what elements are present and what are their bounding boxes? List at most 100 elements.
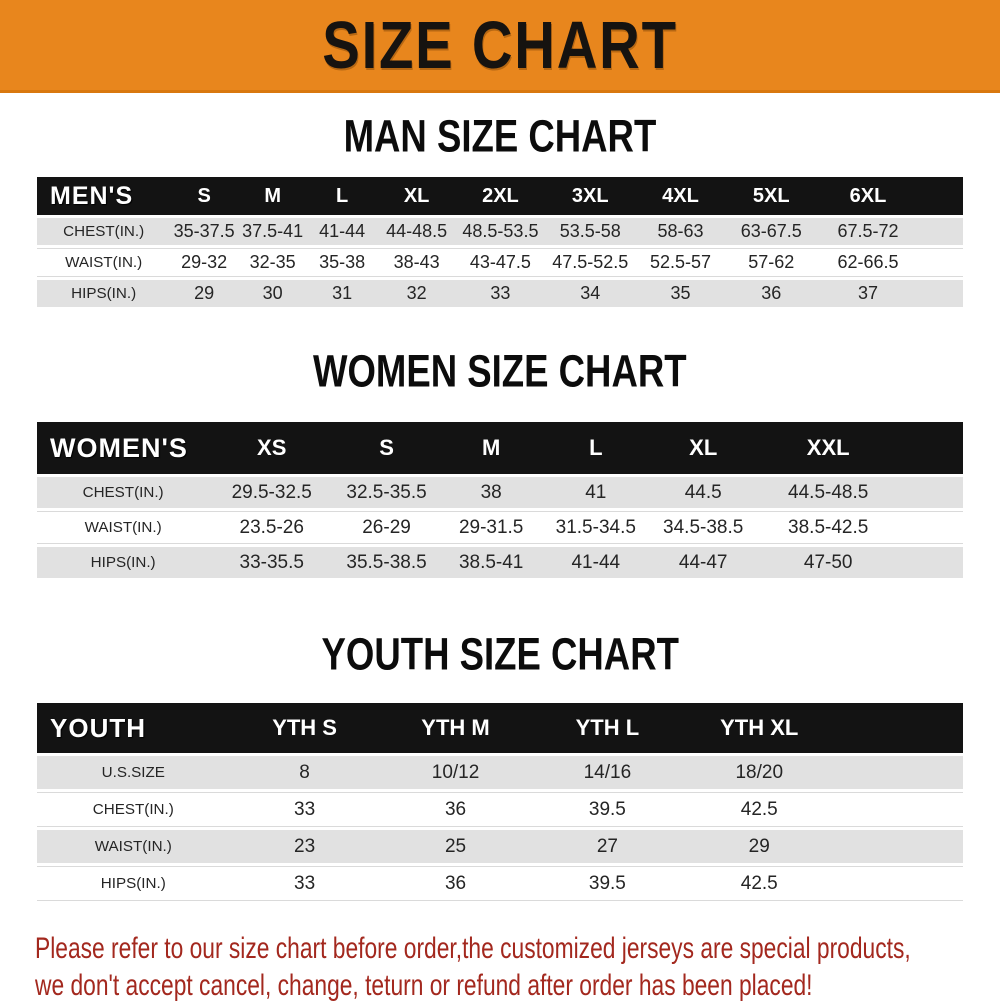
size-header-cell: L xyxy=(543,422,649,474)
size-header-cell: M xyxy=(237,177,308,215)
women-size-section: WOMEN SIZE CHART WOMEN'S XS S M L XL XXL CHEST(… xyxy=(37,346,963,581)
size-header-row: MEN'S S M L XL 2XL 3XL 4XL 5XL 6XL xyxy=(37,177,963,215)
table-row: WAIST(IN.) 23 25 27 29 xyxy=(37,830,963,863)
size-header-row: YOUTH YTH S YTH M YTH L YTH XL xyxy=(37,703,963,753)
value-cell: 33 xyxy=(456,280,545,307)
value-cell: 36 xyxy=(379,866,532,901)
value-cell: 10/12 xyxy=(379,756,532,789)
value-cell: 58-63 xyxy=(636,218,725,245)
table-row: HIPS(IN.) 33 36 39.5 42.5 xyxy=(37,866,963,901)
size-header-cell: 2XL xyxy=(456,177,545,215)
value-cell: 27 xyxy=(531,830,684,863)
row-label-cell: U.S.SIZE xyxy=(37,756,230,789)
value-cell: 34.5-38.5 xyxy=(648,511,759,544)
value-cell: 8 xyxy=(229,756,380,789)
youth-size-section: YOUTH SIZE CHART YOUTH YTH S YTH M YTH L YTH… xyxy=(37,629,963,904)
youth-size-title-text: YOUTH SIZE CHART xyxy=(321,629,679,681)
row-spacer-cell xyxy=(898,477,963,508)
row-label-cell: HIPS(IN.) xyxy=(37,866,230,901)
size-header-cell: L xyxy=(307,177,377,215)
value-cell: 29-31.5 xyxy=(438,511,544,544)
value-cell: 62-66.5 xyxy=(817,248,919,277)
row-spacer-cell xyxy=(835,792,963,827)
value-cell: 18/20 xyxy=(683,756,836,789)
table-row: CHEST(IN.) 29.5-32.5 32.5-35.5 38 41 44.5 44.5… xyxy=(37,477,963,508)
value-cell: 29 xyxy=(170,280,238,307)
size-header-cell: XS xyxy=(209,422,335,474)
value-cell: 32 xyxy=(376,280,457,307)
table-row: CHEST(IN.) 35-37.5 37.5-41 41-44 44-48.5 48.5… xyxy=(37,218,963,245)
value-cell: 48.5-53.5 xyxy=(456,218,545,245)
value-cell: 38.5-42.5 xyxy=(758,511,899,544)
size-header-cell: 5XL xyxy=(724,177,818,215)
value-cell: 31 xyxy=(307,280,377,307)
value-cell: 53.5-58 xyxy=(544,218,637,245)
value-cell: 33-35.5 xyxy=(209,547,335,578)
row-spacer-cell xyxy=(835,830,963,863)
value-cell: 42.5 xyxy=(683,866,836,901)
row-label-cell: HIPS(IN.) xyxy=(37,547,210,578)
header-spacer-cell xyxy=(898,422,963,474)
size-charts: MAN SIZE CHART MEN'S S M L XL 2XL 3XL 4XL 5XL 6XL… xyxy=(0,111,1000,904)
value-cell: 29 xyxy=(683,830,836,863)
value-cell: 52.5-57 xyxy=(636,248,725,277)
man-size-title: MAN SIZE CHART xyxy=(37,111,963,163)
table-row: WAIST(IN.) 29-32 32-35 35-38 38-43 43-47.5 47.… xyxy=(37,248,963,277)
size-header-cell: XL xyxy=(376,177,457,215)
man-size-title-text: MAN SIZE CHART xyxy=(343,111,657,163)
value-cell: 29-32 xyxy=(170,248,238,277)
value-cell: 36 xyxy=(379,792,532,827)
value-cell: 38.5-41 xyxy=(438,547,544,578)
value-cell: 32.5-35.5 xyxy=(334,477,439,508)
row-spacer-cell xyxy=(918,280,963,307)
header-spacer-cell xyxy=(835,703,963,753)
row-spacer-cell xyxy=(918,248,963,277)
size-group-label: MEN'S xyxy=(37,177,171,215)
value-cell: 14/16 xyxy=(531,756,684,789)
value-cell: 42.5 xyxy=(683,792,836,827)
value-cell: 44.5 xyxy=(648,477,759,508)
size-header-cell: XL xyxy=(648,422,759,474)
row-label-cell: WAIST(IN.) xyxy=(37,511,210,544)
value-cell: 30 xyxy=(237,280,308,307)
header-spacer-cell xyxy=(918,177,963,215)
value-cell: 38-43 xyxy=(376,248,457,277)
table-row: HIPS(IN.) 33-35.5 35.5-38.5 38.5-41 41-44 44-… xyxy=(37,547,963,578)
note-line-2: we don't accept cancel, change, teturn o… xyxy=(35,969,813,1002)
value-cell: 35.5-38.5 xyxy=(334,547,439,578)
row-spacer-cell xyxy=(898,547,963,578)
size-header-cell: YTH XL xyxy=(683,703,836,753)
note-line-1: Please refer to our size chart before or… xyxy=(35,932,911,965)
youth-size-table: YOUTH YTH S YTH M YTH L YTH XL U.S.SIZE 8 10/12… xyxy=(37,700,963,904)
table-row: WAIST(IN.) 23.5-26 26-29 29-31.5 31.5-34.5 34… xyxy=(37,511,963,544)
value-cell: 41-44 xyxy=(307,218,377,245)
size-header-cell: XXL xyxy=(758,422,899,474)
youth-size-title: YOUTH SIZE CHART xyxy=(37,629,963,681)
value-cell: 37 xyxy=(817,280,919,307)
row-label-cell: HIPS(IN.) xyxy=(37,280,171,307)
footer-note: Please refer to our size chart before or… xyxy=(35,930,1000,1004)
size-group-label: YOUTH xyxy=(37,703,230,753)
value-cell: 29.5-32.5 xyxy=(209,477,335,508)
banner: SIZE CHART xyxy=(0,0,1000,93)
value-cell: 47.5-52.5 xyxy=(544,248,637,277)
value-cell: 39.5 xyxy=(531,866,684,901)
women-size-table: WOMEN'S XS S M L XL XXL CHEST(IN.) 29.5-32.5 32.5… xyxy=(37,419,963,581)
value-cell: 33 xyxy=(229,792,380,827)
row-label-cell: CHEST(IN.) xyxy=(37,218,171,245)
value-cell: 32-35 xyxy=(237,248,308,277)
men-size-table: MEN'S S M L XL 2XL 3XL 4XL 5XL 6XL CHEST(IN.) 35-37… xyxy=(37,174,963,310)
value-cell: 44-48.5 xyxy=(376,218,457,245)
value-cell: 36 xyxy=(724,280,818,307)
table-row: HIPS(IN.) 29 30 31 32 33 34 35 36 37 xyxy=(37,280,963,307)
size-header-cell: YTH M xyxy=(379,703,532,753)
value-cell: 35-38 xyxy=(307,248,377,277)
value-cell: 39.5 xyxy=(531,792,684,827)
value-cell: 41-44 xyxy=(543,547,649,578)
size-header-cell: YTH L xyxy=(531,703,684,753)
row-label-cell: WAIST(IN.) xyxy=(37,248,171,277)
value-cell: 26-29 xyxy=(334,511,439,544)
women-size-title-text: WOMEN SIZE CHART xyxy=(313,346,687,398)
size-header-cell: M xyxy=(438,422,544,474)
